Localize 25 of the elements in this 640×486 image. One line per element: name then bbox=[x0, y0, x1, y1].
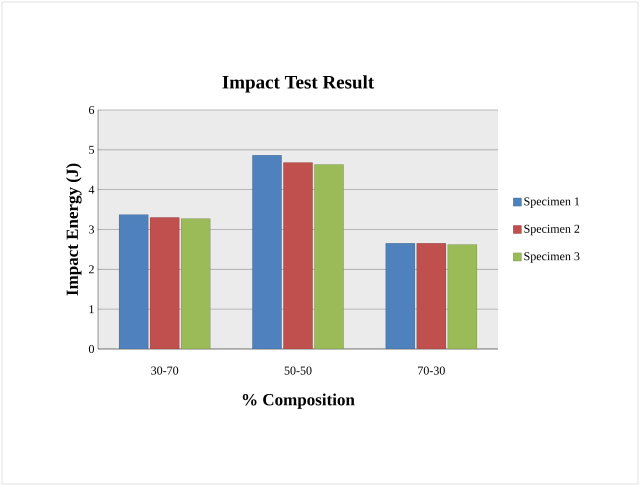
chart-title: Impact Test Result bbox=[222, 75, 374, 92]
y-tick-label: 0 bbox=[88, 344, 94, 354]
bar bbox=[150, 217, 180, 349]
y-tick-label: 2 bbox=[89, 265, 94, 274]
bar bbox=[118, 214, 148, 349]
x-tick-label: 50-50 bbox=[284, 366, 312, 375]
bar bbox=[448, 244, 478, 349]
x-tick-label: 30-70 bbox=[151, 366, 178, 375]
y-tick-label: 6 bbox=[88, 106, 94, 114]
bar bbox=[416, 243, 446, 349]
bar bbox=[386, 243, 416, 349]
y-axis-title: Impact Energy (J) bbox=[66, 164, 82, 296]
legend-label: Specimen 3 bbox=[524, 252, 580, 263]
y-tick-label: 5 bbox=[89, 146, 94, 154]
legend-label: Specimen 1 bbox=[524, 197, 580, 208]
y-tick-label: 4 bbox=[88, 186, 94, 194]
bar bbox=[314, 164, 344, 349]
bar bbox=[283, 162, 313, 349]
legend-label: Specimen 2 bbox=[524, 224, 580, 236]
y-tick-label: 1 bbox=[90, 305, 94, 314]
y-tick-label: 3 bbox=[89, 225, 94, 234]
bar bbox=[252, 155, 282, 349]
x-axis-title: % Composition bbox=[242, 393, 355, 409]
bar bbox=[180, 218, 210, 349]
x-tick-label: 70-30 bbox=[418, 366, 445, 375]
